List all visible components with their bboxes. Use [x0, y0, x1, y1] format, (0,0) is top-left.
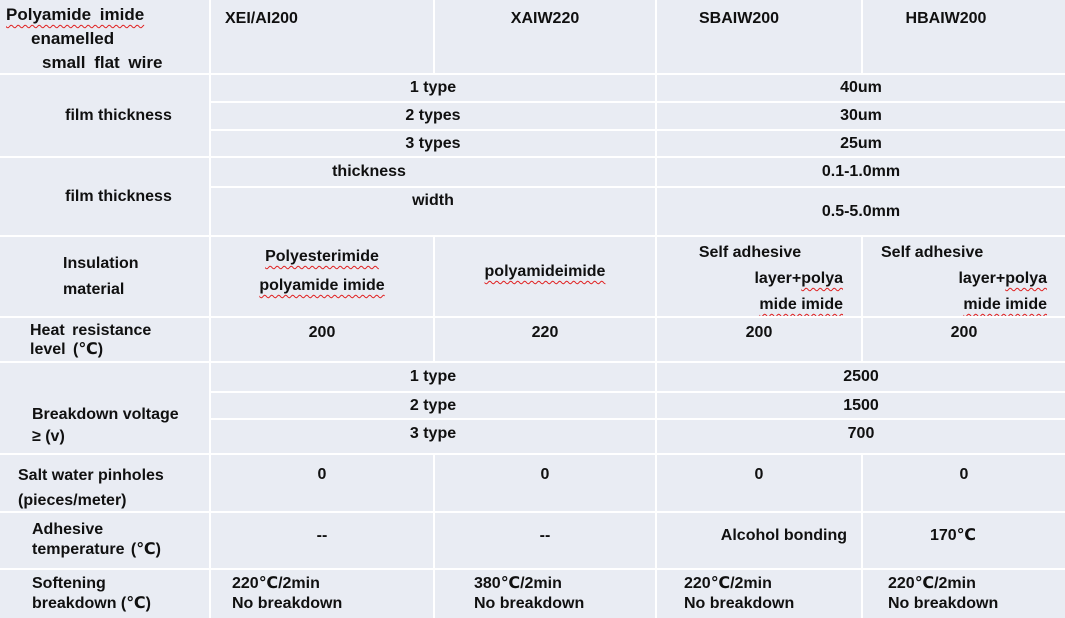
breakdown-type1-value: 2500: [657, 363, 1065, 391]
adhesive-temp-sbaiw-value: Alcohol bonding: [657, 513, 861, 568]
softening-hbaiw-value: 220℃/2min No breakdown: [863, 570, 1065, 618]
breakdown-type2-value: 1500: [657, 393, 1065, 418]
film-thickness-type3-value: 25um: [657, 131, 1065, 156]
breakdown-type3-value: 700: [657, 420, 1065, 453]
dimension-thickness-value: 0.1-1.0mm: [657, 158, 1065, 186]
column-header-xaiw220: XAIW220: [435, 0, 655, 73]
product-title-line1: Polyamide imide: [6, 5, 145, 24]
heat-resistance-xei-value: 200: [211, 318, 433, 361]
product-title-cell: Polyamide imide enamelled small flat wir…: [0, 0, 209, 73]
insulation-xaiw-cell: polyamideimide: [435, 237, 655, 316]
insulation-xei-cell: Polyesterimide polyamide imide: [211, 237, 433, 316]
column-header-xei-ai200: XEI/AI200: [211, 0, 433, 73]
dimension-width-label: width: [211, 188, 655, 235]
softening-xei-value: 220℃/2min No breakdown: [211, 570, 433, 618]
salt-water-xei-value: 0: [211, 455, 433, 511]
film-thickness-type1-value: 40um: [657, 75, 1065, 101]
salt-water-xaiw-value: 0: [435, 455, 655, 511]
adhesive-temp-xei-value: --: [211, 513, 433, 568]
film-thickness-type3-label: 3 types: [211, 131, 655, 156]
film-thickness-type2-label: 2 types: [211, 103, 655, 129]
product-title-line2: enamelled: [31, 29, 115, 48]
row-label-salt-water-pinholes: Salt water pinholes (pieces/meter): [0, 455, 209, 511]
salt-water-hbaiw-value: 0: [863, 455, 1065, 511]
row-label-adhesive-temperature: Adhesive temperature (℃): [0, 513, 209, 568]
softening-sbaiw-value: 220℃/2min No breakdown: [657, 570, 861, 618]
row-label-breakdown-voltage: Breakdown voltage ≥ (v): [0, 363, 209, 453]
row-label-heat-resistance: Heat resistance level (℃): [0, 318, 209, 361]
adhesive-temp-hbaiw-value: 170℃: [863, 513, 1065, 568]
heat-resistance-xaiw-value: 220: [435, 318, 655, 361]
softening-xaiw-value: 380℃/2min No breakdown: [435, 570, 655, 618]
film-thickness-type1-label: 1 type: [211, 75, 655, 101]
insulation-hbaiw-cell: Self adhesive layer+polya mide imide: [863, 237, 1065, 316]
column-header-hbaiw200: HBAIW200: [863, 0, 1065, 73]
dimension-thickness-label: thickness: [211, 158, 655, 186]
heat-resistance-sbaiw-value: 200: [657, 318, 861, 361]
breakdown-type3-label: 3 type: [211, 420, 655, 453]
salt-water-sbaiw-value: 0: [657, 455, 861, 511]
insulation-sbaiw-cell: Self adhesive layer+polya mide imide: [657, 237, 861, 316]
product-title-line3: small flat wire: [42, 53, 163, 72]
breakdown-type1-label: 1 type: [211, 363, 655, 391]
heat-resistance-hbaiw-value: 200: [863, 318, 1065, 361]
row-label-film-thickness-types: film thickness: [0, 75, 209, 156]
row-label-softening-breakdown: Softening breakdown (℃): [0, 570, 209, 618]
dimension-width-value: 0.5-5.0mm: [657, 188, 1065, 235]
column-header-sbaiw200: SBAIW200: [657, 0, 861, 73]
adhesive-temp-xaiw-value: --: [435, 513, 655, 568]
breakdown-type2-label: 2 type: [211, 393, 655, 418]
row-label-insulation-material: Insulation material: [0, 237, 209, 316]
film-thickness-type2-value: 30um: [657, 103, 1065, 129]
row-label-film-thickness-dims: film thickness: [0, 158, 209, 235]
